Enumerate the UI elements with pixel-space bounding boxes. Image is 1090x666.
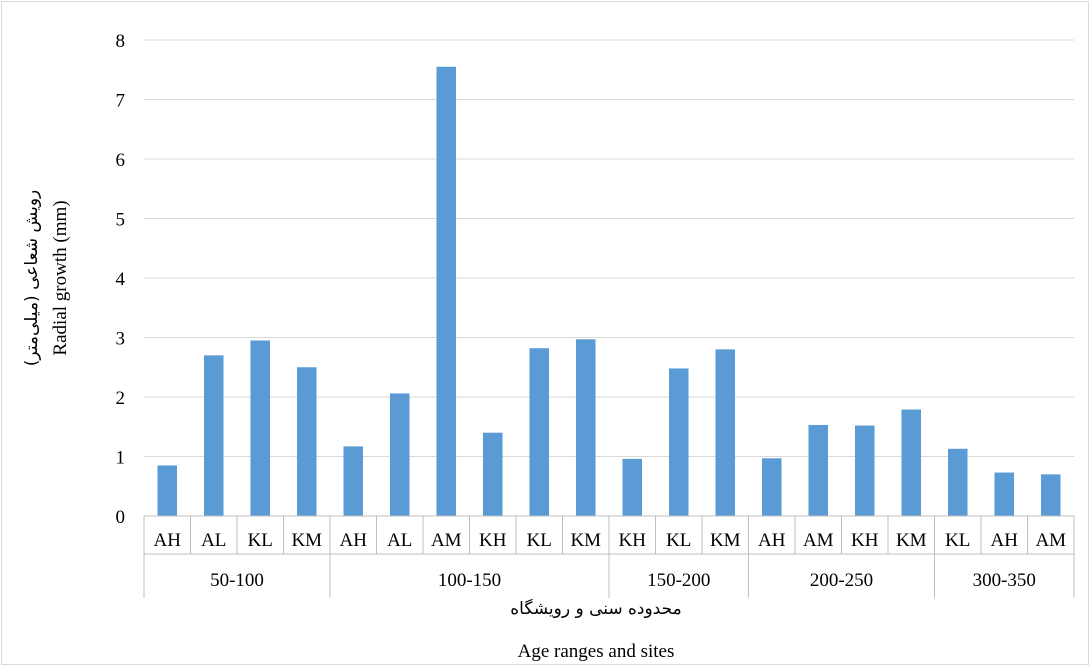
x-category-label: AH xyxy=(154,530,182,551)
x-category-label: AH xyxy=(991,530,1019,551)
x-category-label: KM xyxy=(291,530,322,551)
y-tick-label: 5 xyxy=(116,210,126,231)
x-category-label: AL xyxy=(387,530,412,551)
x-category-label: KH xyxy=(619,530,647,551)
y-axis-title-english: Radial growth (mm) xyxy=(50,200,71,355)
bar xyxy=(622,458,643,516)
x-category-label: KL xyxy=(666,530,691,551)
y-tick-label: 7 xyxy=(116,91,126,112)
y-tick-label: 8 xyxy=(116,31,126,52)
x-category-label: AM xyxy=(431,530,462,551)
x-category-label: KL xyxy=(945,530,970,551)
bar xyxy=(1040,474,1061,516)
bar xyxy=(947,448,968,516)
y-tick-label: 6 xyxy=(116,150,126,171)
x-axis-title-persian: محدوده سنی و رویشگاه xyxy=(510,598,681,619)
y-axis-ticks: 0 1 2 3 4 5 6 7 8 xyxy=(116,31,126,528)
bar xyxy=(436,66,457,517)
bar xyxy=(808,424,829,516)
x-group-label: 50-100 xyxy=(210,570,264,591)
bar xyxy=(715,349,736,516)
x-category-label: AM xyxy=(803,530,834,551)
bar xyxy=(901,409,922,516)
bar xyxy=(389,393,410,516)
bar xyxy=(994,472,1015,516)
x-category-label: KL xyxy=(527,530,552,551)
y-axis-title-persian: رویش شعاعی (میلی‌متر) xyxy=(22,190,42,366)
bar xyxy=(157,465,178,516)
x-axis-title-english: Age ranges and sites xyxy=(518,641,675,662)
x-category-label: AH xyxy=(340,530,368,551)
bar xyxy=(203,355,224,516)
bar xyxy=(854,425,875,516)
x-category-label: AL xyxy=(201,530,226,551)
x-category-label: AH xyxy=(758,530,786,551)
x-group-label: 200-250 xyxy=(810,570,873,591)
bar xyxy=(250,340,271,516)
x-category-label: KM xyxy=(896,530,927,551)
x-group-label: 100-150 xyxy=(438,570,501,591)
gridlines xyxy=(144,39,1074,457)
x-category-label: KM xyxy=(570,530,601,551)
bar xyxy=(668,368,689,516)
y-tick-label: 1 xyxy=(116,448,126,469)
x-category-label: KH xyxy=(479,530,507,551)
bar xyxy=(296,367,317,516)
x-category-label: AM xyxy=(1035,530,1066,551)
bar xyxy=(529,348,550,516)
y-tick-label: 0 xyxy=(116,507,126,528)
y-tick-label: 4 xyxy=(116,269,126,290)
x-category-label: KH xyxy=(851,530,879,551)
bar xyxy=(343,446,364,516)
bars xyxy=(157,66,1061,517)
y-tick-label: 2 xyxy=(116,388,126,409)
x-category-label: KL xyxy=(248,530,273,551)
x-category-label: KM xyxy=(710,530,741,551)
x-group-label: 150-200 xyxy=(647,570,710,591)
bar xyxy=(761,458,782,516)
bar xyxy=(575,339,596,516)
bar xyxy=(482,432,503,516)
y-tick-label: 3 xyxy=(116,329,126,350)
x-group-label: 300-350 xyxy=(973,570,1036,591)
